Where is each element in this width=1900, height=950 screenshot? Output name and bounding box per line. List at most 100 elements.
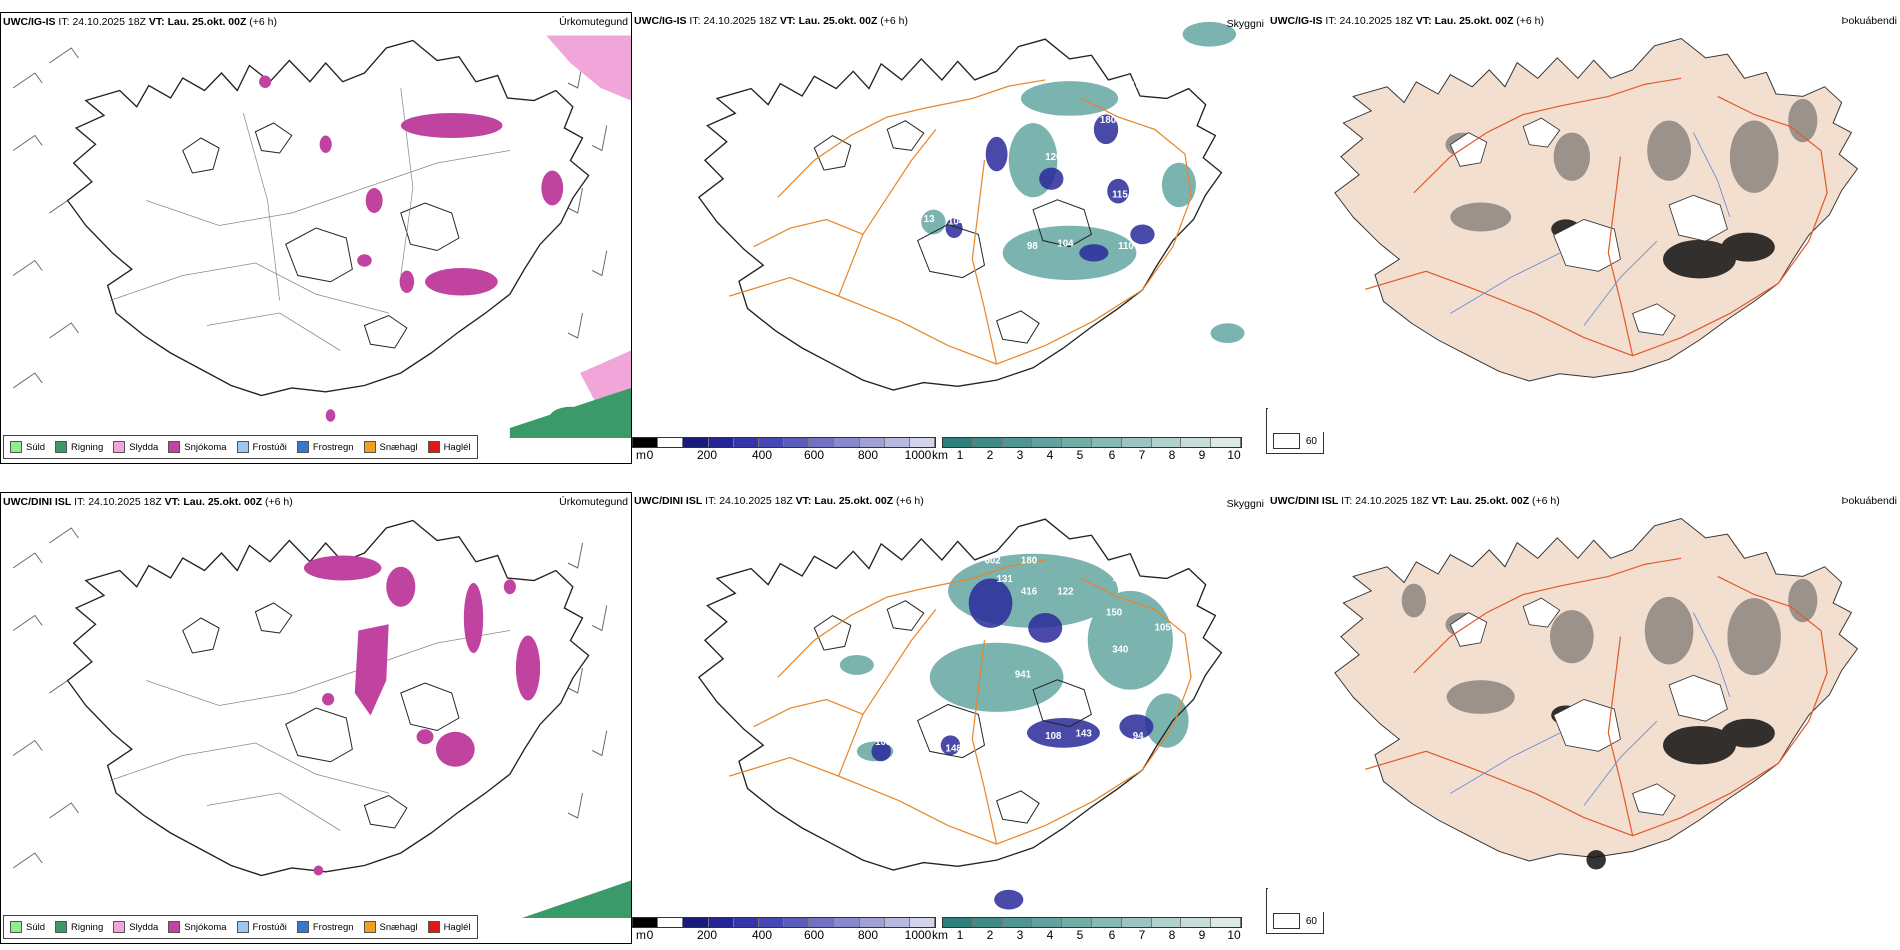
ceiling-colorbar-cells [632,437,936,448]
legend-swatch [236,441,249,453]
vt-value: Lau. 25.okt. 00Z [167,16,247,28]
visibility-colorbar-cells [942,917,1242,928]
legend-item-frostregn: Frostregn [296,441,354,453]
cloud-map-top: 101 125 180 120 135 131 115 104 98 110 1… [698,21,1245,391]
map-label: 114 [1112,573,1128,584]
map-label: 131 [997,574,1014,585]
map-label: 143 [1076,729,1093,740]
tick: 1000 [904,448,932,462]
panel-header-top-1: UWC/IG-IS IT: 24.10.2025 18Z VT: Lau. 25… [3,16,277,28]
it-value: 24.10.2025 18Z [88,496,162,508]
tick: 0 [646,928,654,942]
fog-map-bottom [1334,517,1859,870]
legend-item-sudl: Súld [10,921,45,933]
legend-swatch [10,921,22,933]
map-label: 47 [1173,682,1184,693]
legend-swatch [296,921,309,933]
vt-value: Lau. 25.okt. 00Z [1450,495,1530,507]
map-label: 180 [1021,556,1038,567]
legend-item-frostudi: Frostúði [236,921,287,933]
fog-panel-bottom: UWC/DINI ISL IT: 24.10.2025 18Z VT: Lau.… [1268,492,1900,912]
precip-legend-top: Súld Rigning Slydda Snjókoma Frostúði Fr… [3,435,478,459]
it-label: IT: [689,15,701,27]
it-label: IT: [1325,15,1337,27]
vt-value: Lau. 25.okt. 00Z [814,495,894,507]
model-name: UWC/DINI ISL [634,495,703,507]
map-label: 104 [948,216,965,227]
tick: 3 [1016,448,1024,462]
vt-label: VT: [779,15,796,27]
visibility-unit: km [932,448,948,462]
map-label: 104 [1057,239,1074,250]
legend-swatch [113,921,126,933]
legend-item-slydda: Slydda [113,441,158,453]
panel-title-precip: Úrkomutegund [559,16,628,28]
map-label: 108 [1045,731,1062,742]
panel-title-precip: Úrkomutegund [559,496,628,508]
tick: 800 [857,448,879,462]
model-name: UWC/IG-IS [634,15,687,27]
tick: 9 [1198,448,1206,462]
map-label: 110 [1118,241,1134,252]
panel-header-top-2: UWC/IG-IS IT: 24.10.2025 18Z VT: Lau. 25… [634,15,908,27]
map-label: 416 [1021,586,1038,597]
it-value: 24.10.2025 18Z [1355,495,1429,507]
vt-value: Lau. 25.okt. 00Z [1434,15,1514,27]
ceiling-unit: m [636,448,646,462]
legend-swatch [168,921,181,933]
ceiling-ticks: m 0 200 400 600 800 1000 [632,448,936,462]
fog-legend-row: 60 [1273,913,1317,929]
tick: 8 [1168,928,1176,942]
legend-item-snjokoma: Snjókoma [168,441,227,453]
legend-item-rigning: Rigning [55,441,103,453]
legend-item-snjokoma: Snjókoma [168,921,227,933]
panel-header-bottom-2: UWC/DINI ISL IT: 24.10.2025 18Z VT: Lau.… [634,495,924,507]
it-label: IT: [1341,495,1353,507]
map-label: 191 [1009,632,1026,643]
legend-item-haglel: Haglél [427,921,471,933]
tick: 6 [1108,928,1116,942]
visibility-colorbar-bottom: km 1 2 3 4 5 6 7 8 9 10 [932,917,1242,942]
cloud-panel-bottom: 602 180 131 416 122 114 150 191 340 941 … [632,492,1264,944]
panel-title-fog: Þokuábendi [1841,495,1897,507]
legend-swatch [10,441,22,453]
tick: 1000 [904,928,932,942]
map-label: 941 [1015,669,1032,680]
tick: 10 [1227,928,1241,942]
map-label: 148 [946,743,963,754]
rain-areas [509,388,631,438]
tick: 6 [1108,448,1116,462]
vt-label: VT: [1431,495,1448,507]
panel-header-bottom-1: UWC/DINI ISL IT: 24.10.2025 18Z VT: Lau.… [3,496,293,508]
snow-areas [259,75,564,422]
tick: 4 [1046,928,1054,942]
panel-title-cloud: Skyggni [1226,18,1264,30]
model-name: UWC/IG-IS [1270,15,1323,27]
model-name: UWC/IG-IS [3,16,56,28]
it-value: 24.10.2025 18Z [1339,15,1413,27]
legend-swatch [236,921,249,933]
ceiling-colorbar-top: m 0 200 400 600 800 1000 [632,437,936,462]
panel-title-cloud: Skyggni [1226,498,1264,510]
legend-swatch [363,441,376,453]
tick: 7 [1138,928,1146,942]
tick: 2 [986,448,994,462]
vt-value: Lau. 25.okt. 00Z [183,496,263,508]
map-label: 150 [1106,607,1123,618]
vt-label: VT: [148,16,165,28]
it-label: IT: [74,496,86,508]
map-label: 602 [984,556,1001,567]
map-label: 170 [1070,669,1087,680]
visibility-colorbar-top: km 1 2 3 4 5 6 7 8 9 10 [932,437,1242,462]
legend-item-sudl: Súld [10,441,45,453]
visibility-colorbar-cells [942,437,1242,448]
precip-type-map-top [12,35,631,438]
cloud-panel-top: 101 125 180 120 135 131 115 104 98 110 1… [632,12,1264,464]
lead-time: (+6 h) [896,495,924,507]
precip-type-panel-top: UWC/IG-IS IT: 24.10.2025 18Z VT: Lau. 25… [0,12,632,464]
tick: 200 [696,928,718,942]
lead-time: (+6 h) [880,15,909,27]
map-label: 101 [1130,81,1147,92]
fog-map-top [1334,37,1859,382]
legend-item-frostudi: Frostúði [236,441,287,453]
